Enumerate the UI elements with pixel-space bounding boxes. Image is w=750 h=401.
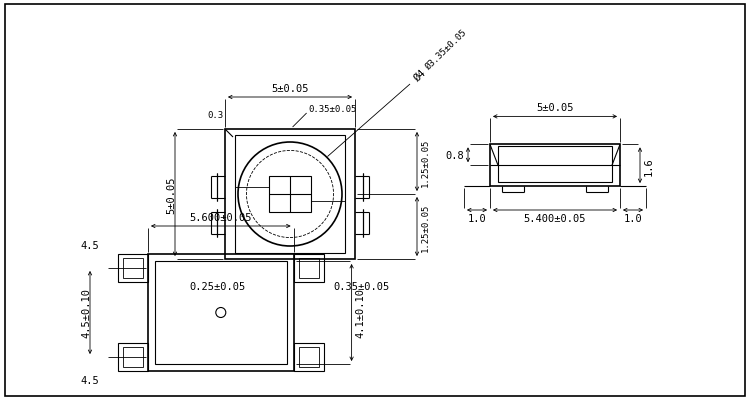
Bar	[293, 343, 323, 371]
Bar	[490, 145, 620, 186]
Bar	[269, 176, 311, 213]
Bar	[298, 258, 319, 278]
Text: 0.35±0.05: 0.35±0.05	[334, 281, 390, 291]
Text: 1.6: 1.6	[644, 156, 654, 175]
Text: Ø3.35±0.05: Ø3.35±0.05	[424, 27, 469, 71]
Text: 1.25±0.05: 1.25±0.05	[421, 203, 430, 251]
Text: 5±0.05: 5±0.05	[166, 176, 176, 213]
Text: 4.1±0.10: 4.1±0.10	[356, 288, 365, 338]
Text: 0.8: 0.8	[446, 150, 464, 160]
Bar	[123, 347, 143, 367]
Text: 1.0: 1.0	[467, 213, 486, 223]
Bar	[118, 254, 148, 282]
Bar	[225, 130, 355, 259]
Bar	[155, 261, 286, 364]
Bar	[498, 147, 612, 182]
Bar	[123, 258, 143, 278]
Text: 4.5: 4.5	[81, 241, 100, 250]
Text: 1.0: 1.0	[623, 213, 642, 223]
Bar	[298, 347, 319, 367]
Text: 1.25±0.05: 1.25±0.05	[421, 138, 430, 186]
Text: 0.25±0.05: 0.25±0.05	[190, 281, 246, 291]
Text: 5.600±0.05: 5.600±0.05	[190, 213, 252, 223]
Bar	[118, 343, 148, 371]
Text: Ø4: Ø4	[412, 67, 428, 83]
Bar	[235, 136, 345, 253]
Text: 4.5: 4.5	[81, 375, 100, 385]
Bar	[293, 254, 323, 282]
Text: 5±0.05: 5±0.05	[272, 84, 309, 94]
Text: 0.35±0.05: 0.35±0.05	[308, 105, 357, 114]
Text: 4.5±0.10: 4.5±0.10	[81, 288, 91, 338]
Text: 5±0.05: 5±0.05	[536, 103, 574, 113]
Text: 5.400±0.05: 5.400±0.05	[524, 213, 586, 223]
Bar	[148, 254, 293, 371]
Text: 0.3: 0.3	[207, 111, 223, 120]
